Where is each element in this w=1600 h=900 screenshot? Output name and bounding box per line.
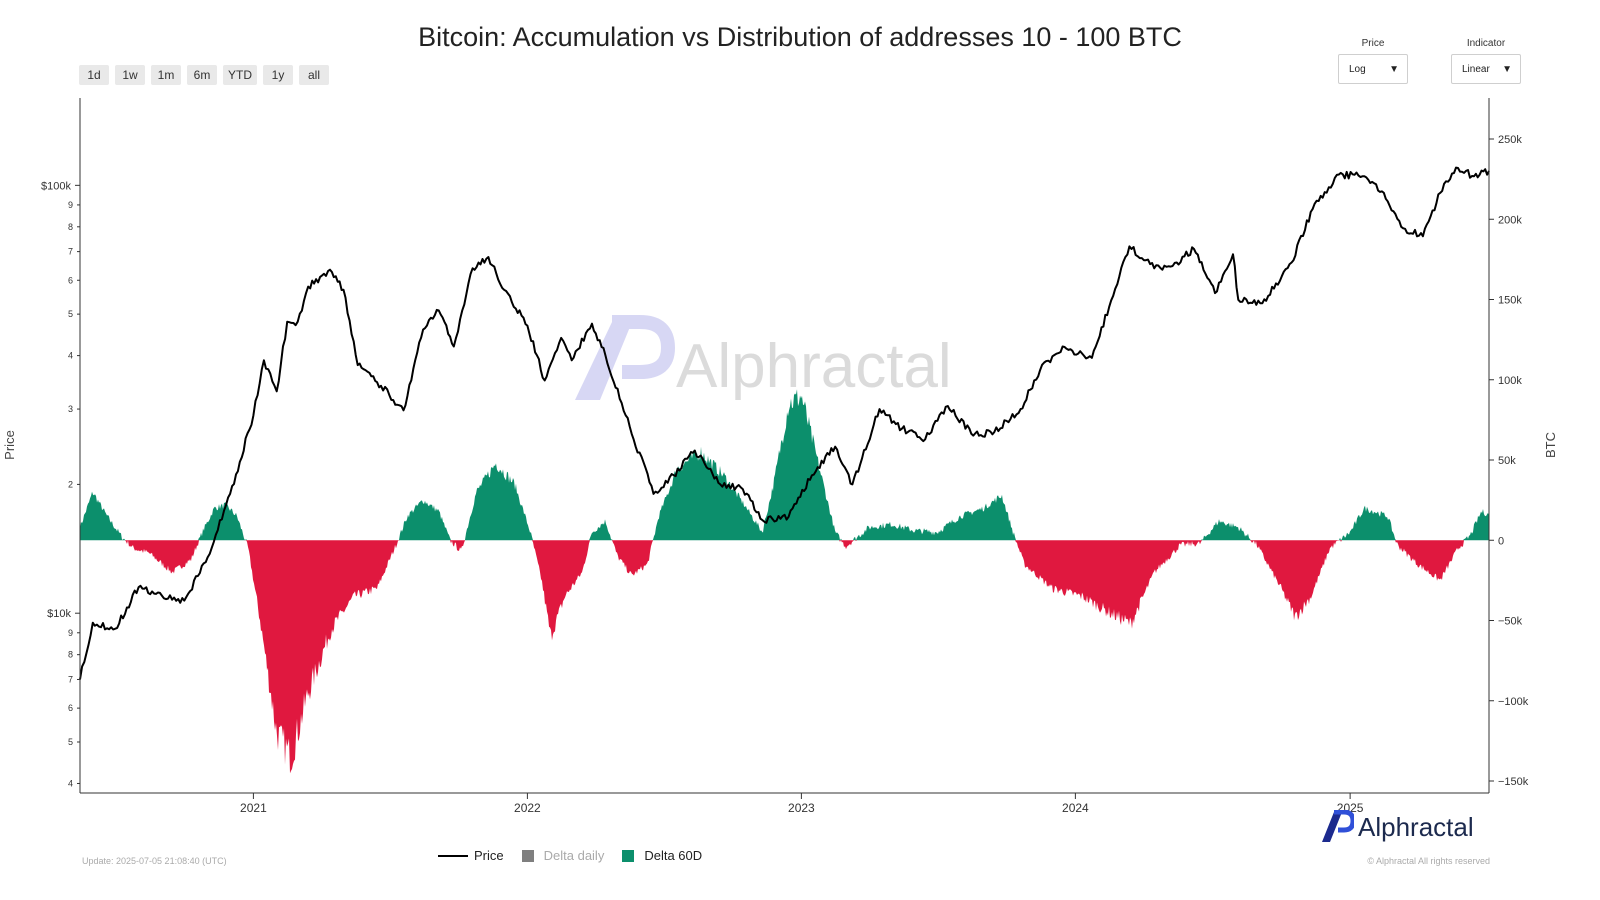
legend-price-label: Price: [474, 848, 504, 863]
alphractal-logo-icon: [1322, 810, 1354, 842]
delta-60d-positive-area: [80, 389, 1489, 541]
price-line: [79, 166, 1490, 680]
legend-delta-daily-label: Delta daily: [543, 848, 605, 863]
y-left-major-tick-label: $100k: [41, 180, 71, 192]
caret-down-icon: ▼: [1502, 63, 1512, 75]
indicator-scale-select-group: Indicator Linear ▼: [1451, 38, 1521, 84]
y-left-minor-tick-label: 4: [68, 351, 73, 361]
y-left-major-tick-label: $10k: [47, 608, 71, 620]
watermark: Alphractal: [575, 315, 952, 401]
legend-item-delta-60d[interactable]: Delta 60D: [622, 848, 702, 863]
range-button-1m[interactable]: 1m: [151, 65, 181, 85]
y-left-minor-tick-label: 5: [68, 737, 73, 747]
brand-name: Alphractal: [1358, 811, 1474, 842]
x-tick-label: 2024: [1062, 801, 1089, 815]
y-left-minor-tick-label: 7: [68, 674, 73, 684]
y-left-minor-tick-label: 3: [68, 404, 73, 414]
caret-down-icon: ▼: [1389, 63, 1399, 75]
indicator-select-value: Linear: [1462, 63, 1490, 75]
y-right-axis-label: BTC: [1543, 432, 1558, 458]
legend-delta-daily-swatch: [521, 849, 534, 862]
legend: Price Delta daily Delta 60D: [438, 848, 720, 863]
y-left-minor-tick-label: 2: [68, 479, 73, 489]
y-right-tick-label: 150k: [1498, 295, 1522, 307]
y-left-minor-tick-label: 5: [68, 309, 73, 319]
y-left-minor-tick-label: 6: [68, 275, 73, 285]
y-right-tick-label: 50k: [1498, 455, 1516, 467]
y-left-minor-tick-label: 7: [68, 247, 73, 257]
range-button-1y[interactable]: 1y: [263, 65, 293, 85]
y-right-tick-label: 200k: [1498, 214, 1522, 226]
price-select-value: Log: [1349, 63, 1366, 75]
range-button-6m[interactable]: 6m: [187, 65, 217, 85]
alphractal-logo-icon: [575, 315, 676, 400]
update-timestamp: Update: 2025-07-05 21:08:40 (UTC): [82, 856, 227, 866]
range-button-1w[interactable]: 1w: [115, 65, 145, 85]
y-right-tick-label: 250k: [1498, 134, 1522, 146]
y-left-minor-tick-label: 8: [68, 650, 73, 660]
price-scale-select[interactable]: Log ▼: [1338, 54, 1408, 84]
y-right-tick-label: −150k: [1498, 776, 1529, 788]
legend-price-swatch: [438, 854, 468, 857]
x-tick-label: 2023: [788, 801, 815, 815]
delta-60d-negative-area: [80, 540, 1489, 774]
price-select-label: Price: [1361, 38, 1385, 49]
y-left-minor-tick-label: 6: [68, 703, 73, 713]
y-right-tick-label: −100k: [1498, 696, 1529, 708]
legend-delta-60d-swatch: [622, 849, 635, 862]
price-scale-select-group: Price Log ▼: [1338, 38, 1408, 84]
x-tick-label: 2021: [240, 801, 267, 815]
x-tick-label: 2022: [514, 801, 541, 815]
y-left-minor-tick-label: 9: [68, 200, 73, 210]
y-right-tick-label: 0: [1498, 535, 1504, 547]
indicator-select-label: Indicator: [1466, 38, 1506, 49]
watermark-text: Alphractal: [676, 332, 952, 401]
y-left-minor-tick-label: 8: [68, 222, 73, 232]
legend-delta-60d-label: Delta 60D: [644, 848, 703, 863]
y-left-axis-label: Price: [2, 430, 17, 460]
legend-item-price[interactable]: Price: [438, 848, 504, 863]
range-button-all[interactable]: all: [299, 65, 329, 85]
range-button-ytd[interactable]: YTD: [223, 65, 257, 85]
range-selector: 1d 1w 1m 6m YTD 1y all: [79, 65, 329, 85]
brand-logo: Alphractal: [1320, 810, 1474, 844]
y-right-tick-label: 100k: [1498, 375, 1522, 387]
chart-title: Bitcoin: Accumulation vs Distribution of…: [418, 22, 1182, 52]
y-left-minor-tick-label: 9: [68, 628, 73, 638]
y-left-minor-tick-label: 4: [68, 778, 73, 788]
y-right-tick-label: −50k: [1498, 616, 1523, 628]
indicator-scale-select[interactable]: Linear ▼: [1451, 54, 1521, 84]
copyright-notice: © Alphractal All rights reserved: [1367, 856, 1490, 866]
legend-item-delta-daily[interactable]: Delta daily: [521, 848, 605, 863]
range-button-1d[interactable]: 1d: [79, 65, 109, 85]
